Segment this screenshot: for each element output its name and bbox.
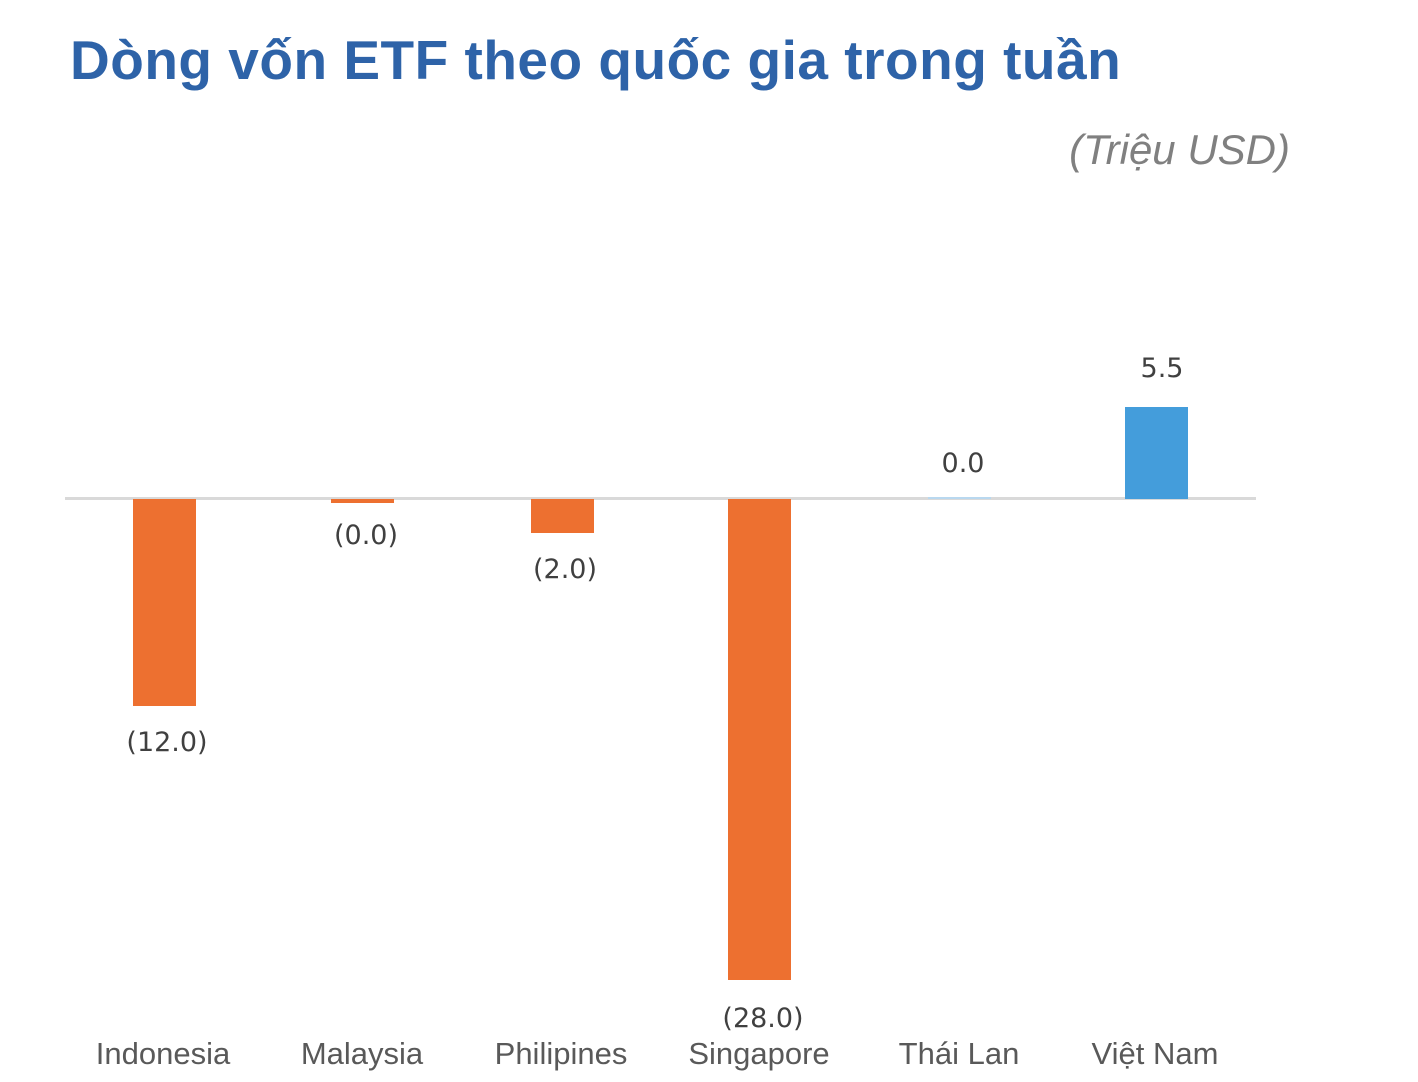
data-label-philipines: (2.0) [532, 554, 597, 585]
bar-malaysia [331, 499, 394, 503]
data-label-viet-nam: 5.5 [1140, 353, 1184, 384]
data-label-thai-lan: 0.0 [941, 448, 985, 479]
chart-title: Dòng vốn ETF theo quốc gia trong tuần [70, 29, 1122, 91]
bar-indonesia [133, 499, 196, 706]
bar-thai-lan [928, 497, 991, 499]
category-label-singapore: Singapore [688, 1036, 830, 1071]
category-label-philipines: Philipines [494, 1036, 628, 1071]
zero-axis-line [65, 497, 1256, 500]
data-label-indonesia: (12.0) [126, 727, 208, 758]
category-label-thai-lan: Thái Lan [898, 1036, 1020, 1071]
category-label-indonesia: Indonesia [95, 1036, 231, 1071]
bar-singapore [728, 499, 791, 980]
unit-label: (Triệu USD) [1069, 126, 1290, 173]
data-label-singapore: (28.0) [722, 1003, 804, 1034]
category-label-malaysia: Malaysia [300, 1036, 424, 1071]
bar-viet-nam [1125, 407, 1188, 499]
data-label-malaysia: (0.0) [333, 520, 398, 551]
bar-philipines [531, 499, 594, 533]
category-label-viet-nam: Việt Nam [1091, 1036, 1219, 1071]
